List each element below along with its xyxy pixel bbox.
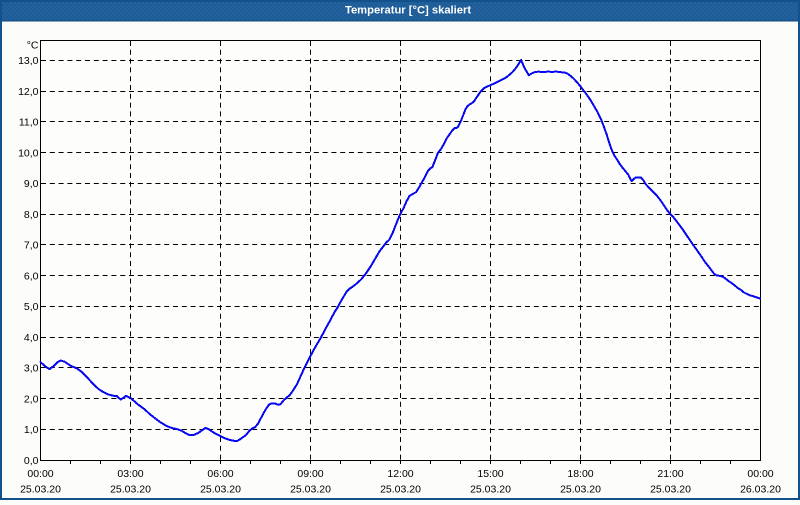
svg-text:6,0: 6,0 xyxy=(24,270,39,282)
svg-text:11,0: 11,0 xyxy=(19,117,39,129)
svg-text:8,0: 8,0 xyxy=(24,209,39,221)
svg-text:12,0: 12,0 xyxy=(18,86,39,98)
svg-text:21:00: 21:00 xyxy=(657,468,683,480)
svg-text:9,0: 9,0 xyxy=(24,178,39,190)
svg-text:25.03.20: 25.03.20 xyxy=(20,484,61,496)
svg-text:13,0: 13,0 xyxy=(18,55,39,67)
svg-text:5,0: 5,0 xyxy=(24,301,39,313)
svg-text:10,0: 10,0 xyxy=(18,147,39,159)
svg-text:25.03.20: 25.03.20 xyxy=(380,484,421,496)
svg-text:7,0: 7,0 xyxy=(24,240,39,252)
svg-text:4,0: 4,0 xyxy=(24,332,39,344)
svg-text:25.03.20: 25.03.20 xyxy=(110,484,151,496)
svg-text:1,0: 1,0 xyxy=(24,424,39,436)
svg-text:26.03.20: 26.03.20 xyxy=(740,484,781,496)
svg-text:03:00: 03:00 xyxy=(117,468,143,480)
svg-text:2,0: 2,0 xyxy=(24,394,39,406)
svg-text:25.03.20: 25.03.20 xyxy=(290,484,331,496)
svg-text:0,0: 0,0 xyxy=(24,455,39,467)
svg-text:00:00: 00:00 xyxy=(747,468,773,480)
svg-text:Temperatur [°C] skaliert: Temperatur [°C] skaliert xyxy=(345,5,471,17)
svg-text:25.03.20: 25.03.20 xyxy=(200,484,241,496)
svg-text:25.03.20: 25.03.20 xyxy=(560,484,601,496)
svg-text:06:00: 06:00 xyxy=(207,468,233,480)
svg-text:25.03.20: 25.03.20 xyxy=(650,484,691,496)
svg-text:09:00: 09:00 xyxy=(297,468,323,480)
svg-text:12:00: 12:00 xyxy=(387,468,413,480)
svg-text:00:00: 00:00 xyxy=(27,468,53,480)
svg-text:°C: °C xyxy=(27,40,39,52)
svg-text:25.03.20: 25.03.20 xyxy=(470,484,511,496)
svg-text:15:00: 15:00 xyxy=(477,468,503,480)
svg-text:18:00: 18:00 xyxy=(567,468,593,480)
svg-text:3,0: 3,0 xyxy=(24,363,39,375)
